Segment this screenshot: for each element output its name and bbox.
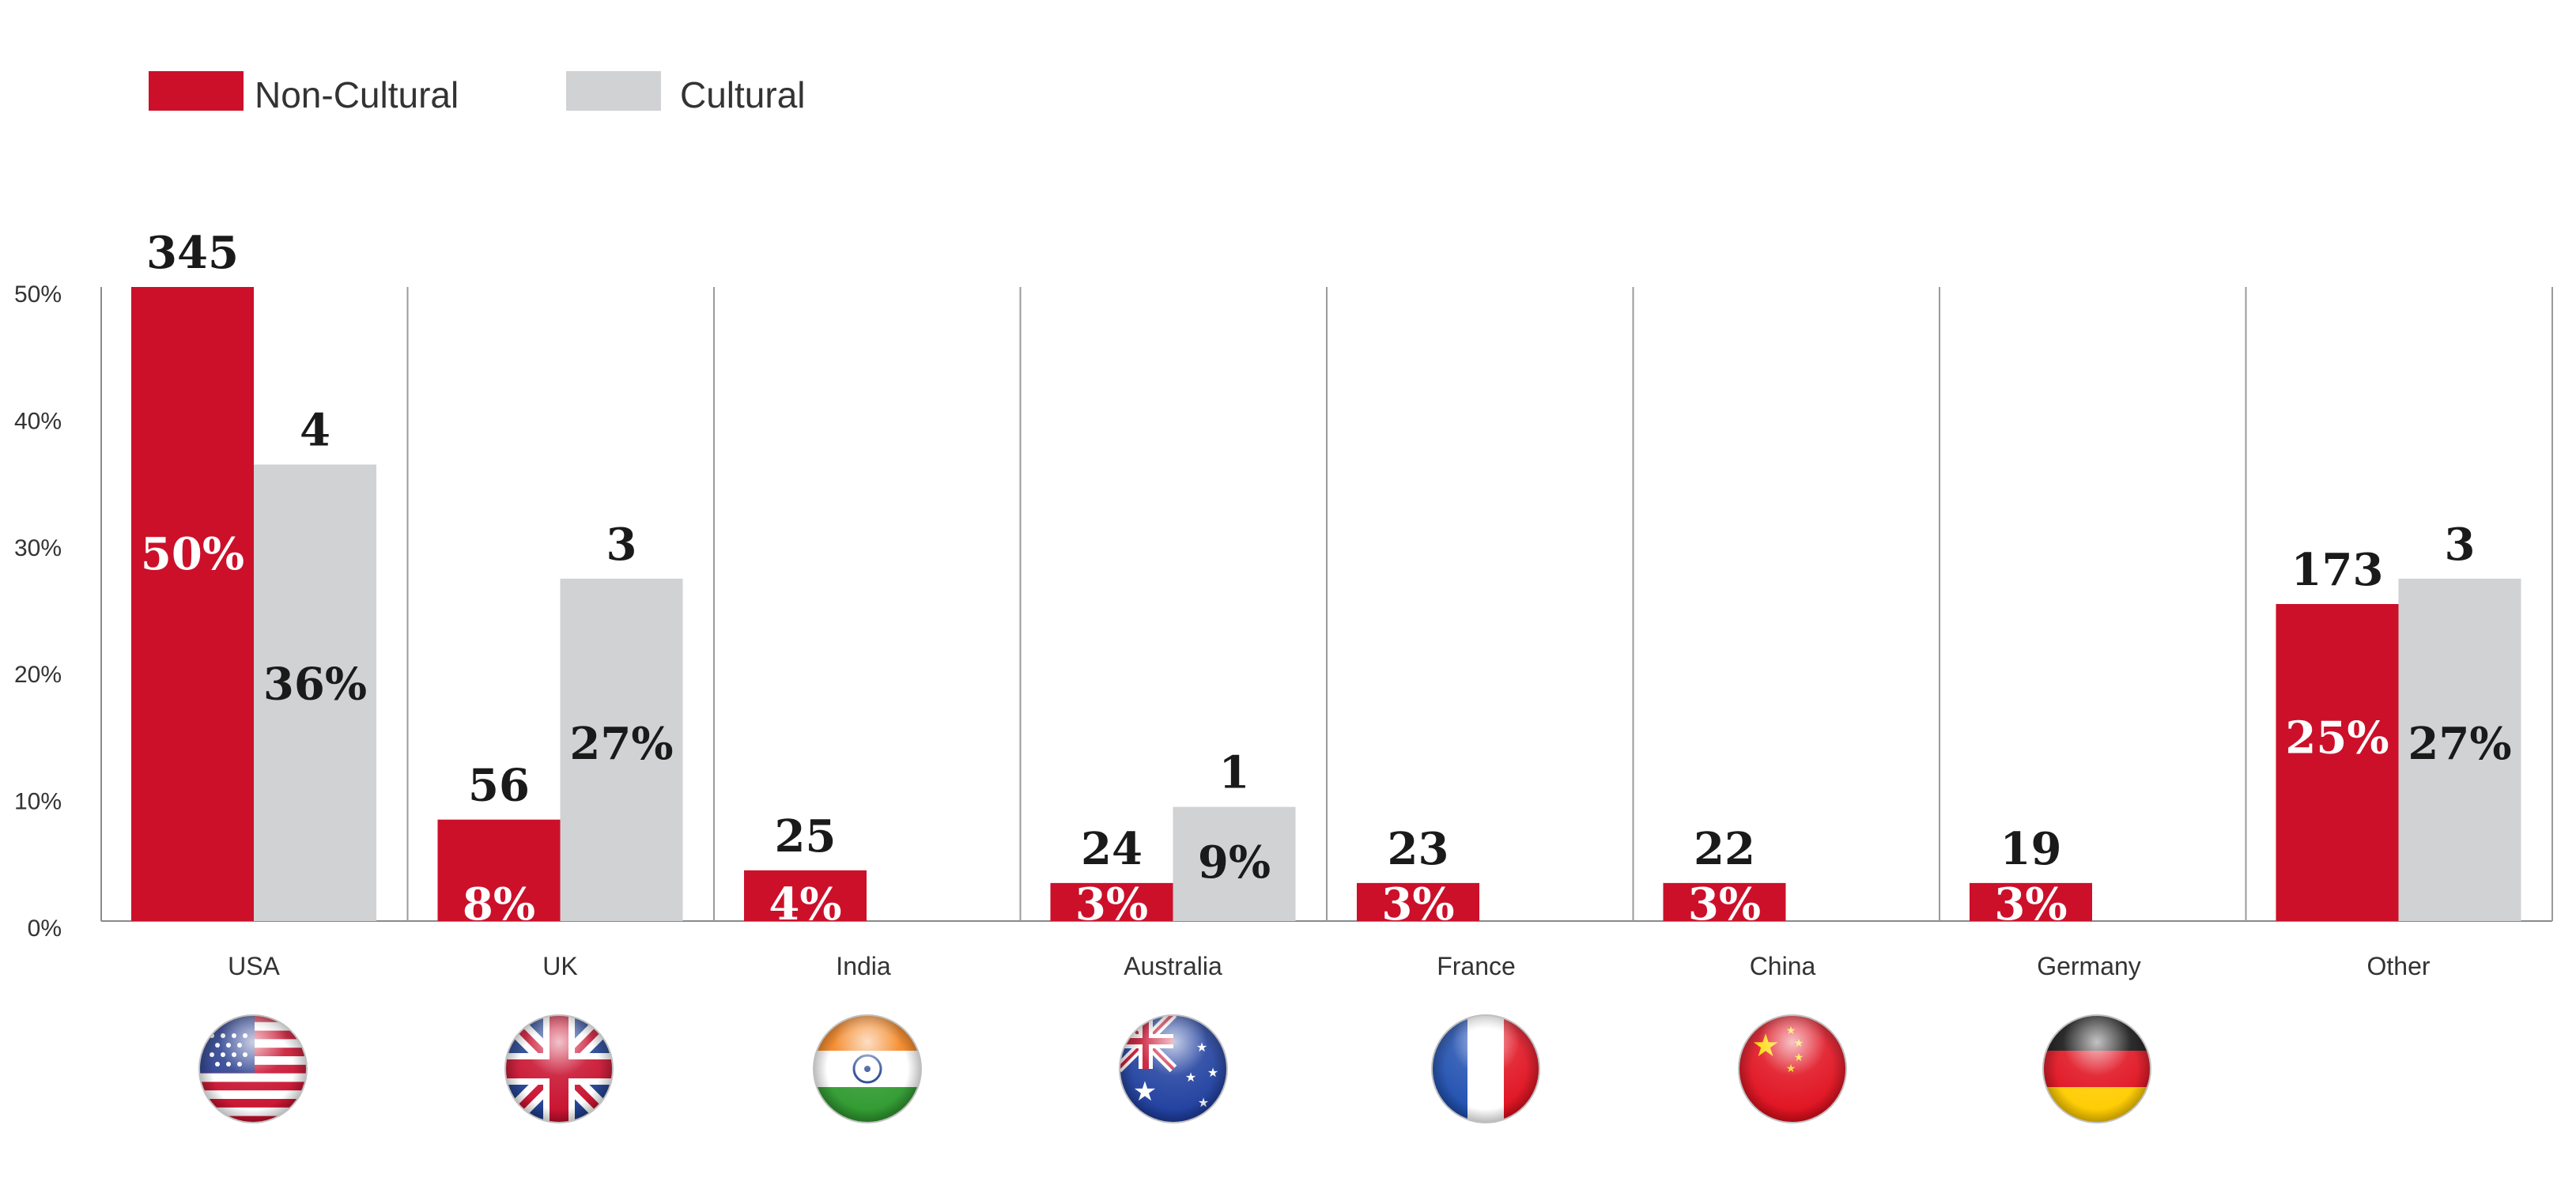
bar-cultural <box>560 578 683 921</box>
category-label: France <box>1437 952 1516 980</box>
count-label-cultural: 3 <box>606 519 637 571</box>
percent-label-non-cultural: 25% <box>2285 712 2389 764</box>
category-label: USA <box>228 952 280 980</box>
count-label-cultural: 3 <box>2445 519 2476 571</box>
bars <box>131 287 2521 921</box>
legend-swatch-cultural <box>566 71 661 111</box>
bar-cultural <box>254 464 376 921</box>
category-label: Germany <box>2037 952 2141 980</box>
percent-label-non-cultural: 3% <box>1688 878 1761 931</box>
count-label-non-cultural: 19 <box>2000 823 2062 875</box>
bar-non-cultural <box>131 287 254 921</box>
china-flag-icon: ★ ★ ★ ★ ★ <box>1738 1014 1847 1123</box>
y-tick-label: 0% <box>28 916 62 942</box>
category-label: Australia <box>1124 952 1222 980</box>
percent-label-non-cultural: 8% <box>463 878 535 931</box>
count-label-non-cultural: 345 <box>146 227 239 279</box>
y-tick-label: 20% <box>14 662 62 688</box>
bar-non-cultural <box>1970 882 2092 921</box>
x-axis-labels: USA UK India Australia France China Germany Oth… <box>228 952 2431 980</box>
y-tick-label: 10% <box>14 789 62 815</box>
category-label: China <box>1750 952 1816 980</box>
percent-label-cultural: 27% <box>2408 718 2511 770</box>
usa-flag-icon <box>198 1014 308 1123</box>
count-label-non-cultural: 56 <box>468 760 530 812</box>
bar-non-cultural <box>744 870 867 921</box>
category-separators <box>406 287 2553 921</box>
percent-label-non-cultural: 4% <box>769 878 841 931</box>
bar-cultural <box>2398 578 2521 921</box>
count-label-non-cultural: 24 <box>1081 823 1143 875</box>
y-axis-ticks: 0% 10% 20% 30% 40% 50% <box>14 281 62 942</box>
legend: Non-Cultural Cultural <box>149 71 806 115</box>
category-label: UK <box>542 952 577 980</box>
bar-cultural <box>1173 806 1296 921</box>
percent-label-non-cultural: 50% <box>141 528 244 580</box>
uk-flag-icon <box>504 1014 614 1123</box>
category-label: Other <box>2366 952 2430 980</box>
count-label-non-cultural: 25 <box>775 810 837 863</box>
bar-non-cultural <box>2276 604 2399 921</box>
count-label-non-cultural: 23 <box>1388 823 1449 875</box>
y-tick-label: 30% <box>14 535 62 561</box>
legend-swatch-non-cultural <box>149 71 244 111</box>
percent-label-cultural: 27% <box>569 718 673 770</box>
count-label-cultural: 4 <box>300 405 330 457</box>
legend-label-cultural: Cultural <box>680 74 806 115</box>
count-label-cultural: 1 <box>1219 747 1250 799</box>
bar-non-cultural <box>1050 882 1173 921</box>
bar-non-cultural <box>1357 882 1479 921</box>
legend-label-non-cultural: Non-Cultural <box>255 74 459 115</box>
bar-non-cultural <box>1663 882 1786 921</box>
category-label: India <box>836 952 891 980</box>
y-tick-label: 40% <box>14 408 62 434</box>
y-tick-label: 50% <box>14 281 62 308</box>
percent-label-non-cultural: 3% <box>1994 878 2067 931</box>
germany-flag-icon <box>2042 1014 2151 1123</box>
percent-label-cultural: 36% <box>263 659 367 711</box>
count-label-non-cultural: 173 <box>2291 544 2384 596</box>
india-flag-icon <box>813 1014 922 1123</box>
bar-non-cultural <box>437 819 561 921</box>
percent-label-cultural: 9% <box>1198 836 1271 889</box>
percent-label-non-cultural: 3% <box>1075 878 1148 931</box>
australia-flag-icon: ★ ★ ★ ★ ★ <box>1119 1014 1228 1123</box>
france-flag-icon <box>1431 1014 1540 1123</box>
percent-label-non-cultural: 3% <box>1381 878 1454 931</box>
count-label-non-cultural: 22 <box>1694 823 1755 875</box>
